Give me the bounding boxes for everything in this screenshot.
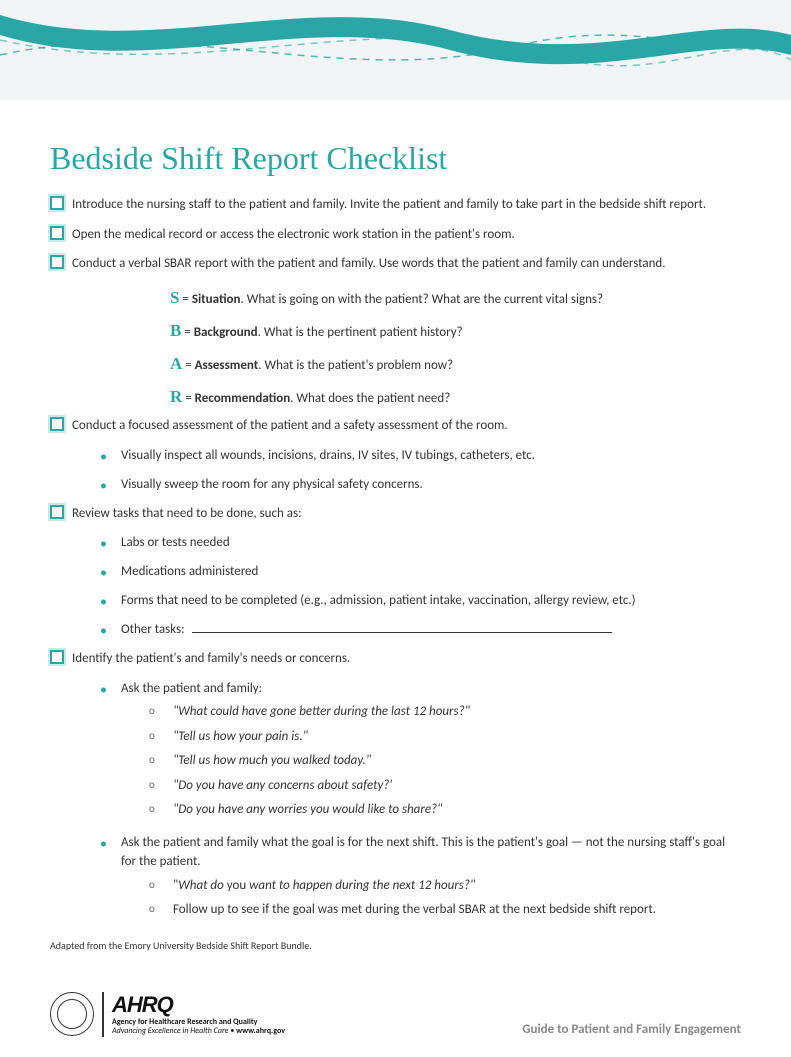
sbar-letter: B bbox=[170, 321, 181, 340]
sbar-desc: . What does the patient need? bbox=[290, 391, 450, 406]
sub-bullet-item: o "Do you have any concerns about safety?… bbox=[149, 776, 470, 796]
bullet-text: Visually inspect all wounds, incisions, … bbox=[121, 446, 535, 466]
checkbox-icon bbox=[50, 505, 64, 519]
bullet-item: • Visually sweep the room for any physica… bbox=[100, 475, 741, 496]
bullet-text: Medications administered bbox=[121, 562, 258, 582]
sub-bullet-circle-icon: o bbox=[149, 728, 159, 745]
bullet-item: • Visually inspect all wounds, incisions,… bbox=[100, 446, 741, 467]
sbar-row: R = Recommendation. What does the patien… bbox=[170, 383, 741, 410]
bullet-dot-icon: • bbox=[100, 446, 107, 467]
logo-block: AHRQ Agency for Healthcare Research and … bbox=[50, 992, 285, 1037]
bullet-item: • Forms that need to be completed (e.g., … bbox=[100, 591, 741, 612]
bullet-dot-icon: • bbox=[100, 679, 107, 700]
sub-bullet-circle-icon: o bbox=[149, 901, 159, 918]
sbar-row: S = Situation. What is going on with the… bbox=[170, 284, 741, 311]
checkbox-icon bbox=[50, 196, 64, 210]
checklist-item: Conduct a focused assessment of the pati… bbox=[50, 416, 741, 436]
bullet-dot-icon: • bbox=[100, 833, 107, 854]
checkbox-icon bbox=[50, 226, 64, 240]
ahrq-logo-block: AHRQ Agency for Healthcare Research and … bbox=[102, 992, 285, 1037]
sub-bullet-item: o "Tell us how your pain is." bbox=[149, 727, 470, 747]
bullet-item: • Other tasks: bbox=[100, 620, 741, 641]
sub-bullet-text: "Tell us how much you walked today." bbox=[173, 751, 371, 771]
sub-bullet-item: o "Do you have any worries you would like… bbox=[149, 800, 470, 820]
bullet-item: • Ask the patient and family what the goa… bbox=[100, 833, 741, 925]
sub-bullet-text: "What do you want to happen during the n… bbox=[173, 876, 475, 896]
checklist-item: Open the medical record or access the el… bbox=[50, 225, 741, 245]
sbar-desc: . What is going on with the patient? Wha… bbox=[241, 292, 603, 307]
bullet-item: • Medications administered bbox=[100, 562, 741, 583]
sbar-letter: S bbox=[170, 288, 179, 307]
main-content: Bedside Shift Report Checklist Introduce… bbox=[0, 100, 791, 972]
checklist-text: Review tasks that need to be done, such … bbox=[72, 504, 302, 524]
sub-bullet-circle-icon: o bbox=[149, 801, 159, 818]
sbar-word: Situation bbox=[192, 292, 241, 307]
checklist-item: Identify the patient's and family's need… bbox=[50, 649, 741, 669]
sub-bullet-item: o "Tell us how much you walked today." bbox=[149, 751, 470, 771]
hhs-seal-icon bbox=[50, 992, 94, 1036]
checklist-item: Introduce the nursing staff to the patie… bbox=[50, 195, 741, 215]
bullet-dot-icon: • bbox=[100, 591, 107, 612]
sbar-word: Recommendation bbox=[195, 391, 291, 406]
sub-bullet-list: o "What do you want to happen during the … bbox=[149, 876, 741, 920]
checklist-text: Identify the patient's and family's need… bbox=[72, 649, 350, 669]
checklist-item: Review tasks that need to be done, such … bbox=[50, 504, 741, 524]
sub-bullet-item: o Follow up to see if the goal was met du… bbox=[149, 900, 741, 920]
sub-bullet-item: o "What do you want to happen during the … bbox=[149, 876, 741, 896]
bullet-dot-icon: • bbox=[100, 562, 107, 583]
sbar-letter: A bbox=[170, 354, 182, 373]
sub-bullet-circle-icon: o bbox=[149, 703, 159, 720]
sbar-desc: . What is the pertinent patient history? bbox=[258, 325, 463, 340]
bullet-text: Forms that need to be completed (e.g., a… bbox=[121, 591, 636, 611]
checkbox-icon bbox=[50, 650, 64, 664]
sbar-row: A = Assessment. What is the patient's pr… bbox=[170, 350, 741, 377]
bullet-text: Ask the patient and family:o"What could … bbox=[121, 679, 470, 825]
bullet-dot-icon: • bbox=[100, 475, 107, 496]
checklist-text: Conduct a focused assessment of the pati… bbox=[72, 416, 508, 436]
sbar-desc: . What is the patient's problem now? bbox=[258, 358, 453, 373]
sub-bullet-text: "Do you have any worries you would like … bbox=[173, 800, 442, 820]
page-footer: AHRQ Agency for Healthcare Research and … bbox=[0, 972, 791, 1057]
ahrq-url: www.ahrq.gov bbox=[236, 1026, 285, 1036]
sbar-word: Assessment bbox=[195, 358, 259, 373]
bullet-item: • Ask the patient and family:o"What could… bbox=[100, 679, 741, 825]
bullet-dot-icon: • bbox=[100, 533, 107, 554]
checklist-text: Open the medical record or access the el… bbox=[72, 225, 515, 245]
sub-bullet-text: "What could have gone better during the … bbox=[173, 702, 470, 722]
sub-bullet-text: "Do you have any concerns about safety?' bbox=[173, 776, 392, 796]
sbar-word: Background bbox=[194, 325, 258, 340]
sub-bullet-list: o "What could have gone better during the… bbox=[149, 702, 470, 820]
bullet-text: Visually sweep the room for any physical… bbox=[121, 475, 423, 495]
bullet-text: Other tasks: bbox=[121, 620, 612, 640]
attribution-text: Adapted from the Emory University Bedsid… bbox=[50, 939, 741, 952]
bullet-dot-icon: • bbox=[100, 620, 107, 641]
sub-bullet-text: Follow up to see if the goal was met dur… bbox=[173, 900, 656, 920]
page-title: Bedside Shift Report Checklist bbox=[50, 140, 741, 177]
bullet-text: Ask the patient and family what the goal… bbox=[121, 833, 741, 925]
sub-bullet-circle-icon: o bbox=[149, 752, 159, 769]
ahrq-tagline: Advancing Excellence in Health Care bbox=[112, 1026, 229, 1036]
sub-bullet-text: "Tell us how your pain is." bbox=[173, 727, 308, 747]
checklist-text: Conduct a verbal SBAR report with the pa… bbox=[72, 254, 666, 274]
checklist-text: Introduce the nursing staff to the patie… bbox=[72, 195, 706, 215]
checkbox-icon bbox=[50, 417, 64, 431]
sbar-row: B = Background. What is the pertinent pa… bbox=[170, 317, 741, 344]
footer-guide-title: Guide to Patient and Family Engagement bbox=[522, 1022, 741, 1037]
checklist-item: Conduct a verbal SBAR report with the pa… bbox=[50, 254, 741, 274]
sbar-letter: R bbox=[170, 387, 182, 406]
bullet-text: Labs or tests needed bbox=[121, 533, 230, 553]
ahrq-wordmark: AHRQ bbox=[112, 992, 285, 1018]
sub-bullet-item: o "What could have gone better during the… bbox=[149, 702, 470, 722]
bullet-item: • Labs or tests needed bbox=[100, 533, 741, 554]
ahrq-full-name: Agency for Healthcare Research and Quali… bbox=[112, 1017, 257, 1027]
sub-bullet-circle-icon: o bbox=[149, 777, 159, 794]
decorative-wave-header bbox=[0, 0, 791, 100]
sub-bullet-circle-icon: o bbox=[149, 877, 159, 894]
checkbox-icon bbox=[50, 255, 64, 269]
other-tasks-blank-line[interactable] bbox=[192, 632, 612, 633]
